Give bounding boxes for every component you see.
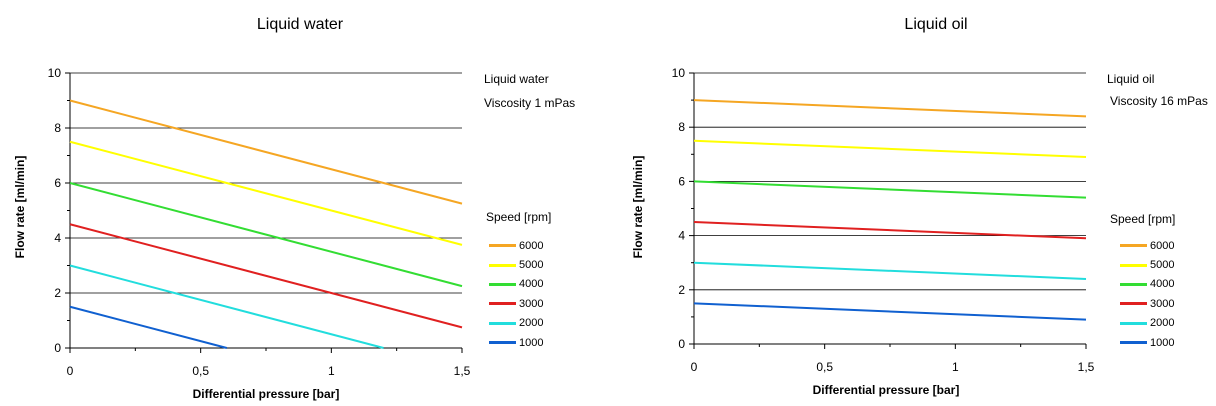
y-axis-label: Flow rate [ml/min]: [631, 155, 645, 259]
y-tick-label: 8: [54, 121, 61, 135]
x-tick-label: 1,5: [1078, 360, 1095, 374]
plot-area: 0 2 4 6 8 10 0 0,5 1 1,5: [672, 66, 1095, 374]
legend-item-5000: 5000: [1120, 255, 1174, 274]
chart-liquid-water: Liquid water 0 2 4 6 8 10 0 0,5 1 1,5 Flow rate […: [13, 16, 576, 401]
x-axis-label: Differential pressure [bar]: [812, 383, 960, 397]
legend-label: 2000: [519, 317, 544, 330]
x-tick-label: 1: [328, 364, 335, 378]
legend-swatch: [489, 263, 516, 267]
legend-item-6000: 6000: [1120, 236, 1174, 255]
legend-label: 3000: [1150, 297, 1175, 310]
chart-liquid-oil: Liquid oil 0 2 4 6 8 10 0 0,5 1 1,5 Flow rate [ml…: [608, 0, 1216, 406]
series-line-3000: [69, 223, 463, 329]
legend-label: 1000: [1150, 336, 1175, 349]
legend-item-2000: 2000: [1120, 314, 1174, 333]
legend-label: 5000: [1150, 259, 1175, 272]
series-line-2000: [693, 261, 1087, 280]
legend-item-6000: 6000: [489, 236, 543, 255]
legend: 6000 5000 4000 3000 2000 1000: [1120, 236, 1174, 352]
x-tick-label: 0: [67, 364, 74, 378]
legend-swatch: [489, 282, 516, 286]
y-tick-label: 6: [678, 174, 685, 188]
viscosity-info: Viscosity 16 mPas: [1110, 94, 1208, 108]
x-tick-label: 1: [952, 360, 959, 374]
chart-title: Liquid water: [256, 16, 344, 33]
x-axis-label: Differential pressure [bar]: [192, 387, 340, 401]
legend-label: 1000: [519, 336, 544, 349]
x-tick-label: 0: [691, 360, 698, 374]
legend-swatch: [1120, 244, 1147, 248]
legend-swatch: [1120, 321, 1147, 325]
legend-label: 4000: [1150, 278, 1175, 291]
legend-swatch: [1120, 282, 1147, 286]
legend-swatch: [489, 302, 516, 306]
series-line-2000: [69, 264, 384, 349]
y-tick-label: 0: [678, 337, 685, 351]
series-line-5000: [693, 139, 1087, 159]
legend-item-1000: 1000: [1120, 333, 1174, 352]
legend-title: Speed [rpm]: [1110, 212, 1176, 226]
legend-item-1000: 1000: [489, 333, 543, 352]
y-tick-label: 10: [48, 66, 62, 80]
series-line-3000: [693, 221, 1087, 240]
x-tick-label: 1,5: [454, 364, 471, 378]
series-line-5000: [69, 140, 463, 246]
y-axis-label: Flow rate [ml/min]: [13, 155, 27, 259]
legend-swatch: [489, 244, 516, 248]
legend-swatch: [489, 341, 516, 345]
legend-label: 3000: [519, 297, 544, 310]
legend-item-4000: 4000: [489, 275, 543, 294]
legend-label: 6000: [1150, 239, 1175, 252]
chart-title: Liquid oil: [904, 16, 968, 33]
x-tick-label: 0,5: [816, 360, 833, 374]
legend-item-3000: 3000: [489, 294, 543, 313]
y-tick-label: 6: [54, 176, 61, 190]
liquid-info: Liquid water: [484, 72, 549, 86]
plot-area: 0 2 4 6 8 10 0 0,5 1 1,5: [48, 66, 471, 378]
legend-item-5000: 5000: [489, 255, 543, 274]
y-tick-label: 8: [678, 120, 685, 134]
y-tick-label: 4: [678, 229, 685, 243]
legend-swatch: [489, 321, 516, 325]
legend-item-3000: 3000: [1120, 294, 1174, 313]
legend-swatch: [1120, 341, 1147, 345]
viscosity-info: Viscosity 1 mPas: [484, 96, 576, 110]
series-line-4000: [69, 182, 463, 288]
series-line-4000: [693, 180, 1087, 199]
legend-title: Speed [rpm]: [486, 210, 552, 224]
legend-label: 6000: [519, 239, 544, 252]
liquid-info: Liquid oil: [1107, 72, 1155, 86]
y-tick-label: 2: [54, 286, 61, 300]
y-tick-label: 4: [54, 231, 61, 245]
y-tick-label: 10: [672, 66, 686, 80]
legend-swatch: [1120, 263, 1147, 267]
legend-label: 4000: [519, 278, 544, 291]
legend-item-2000: 2000: [489, 314, 543, 333]
y-tick-label: 0: [54, 341, 61, 355]
legend-swatch: [1120, 302, 1147, 306]
legend-item-4000: 4000: [1120, 275, 1174, 294]
x-tick-label: 0,5: [192, 364, 209, 378]
series-line-1000: [69, 305, 228, 349]
legend: 6000 5000 4000 3000 2000 1000: [489, 236, 543, 352]
legend-label: 2000: [1150, 317, 1175, 330]
y-tick-label: 2: [678, 283, 685, 297]
series-line-6000: [69, 99, 463, 205]
series-line-6000: [693, 99, 1087, 118]
series-line-1000: [693, 302, 1087, 321]
legend-label: 5000: [519, 259, 544, 272]
